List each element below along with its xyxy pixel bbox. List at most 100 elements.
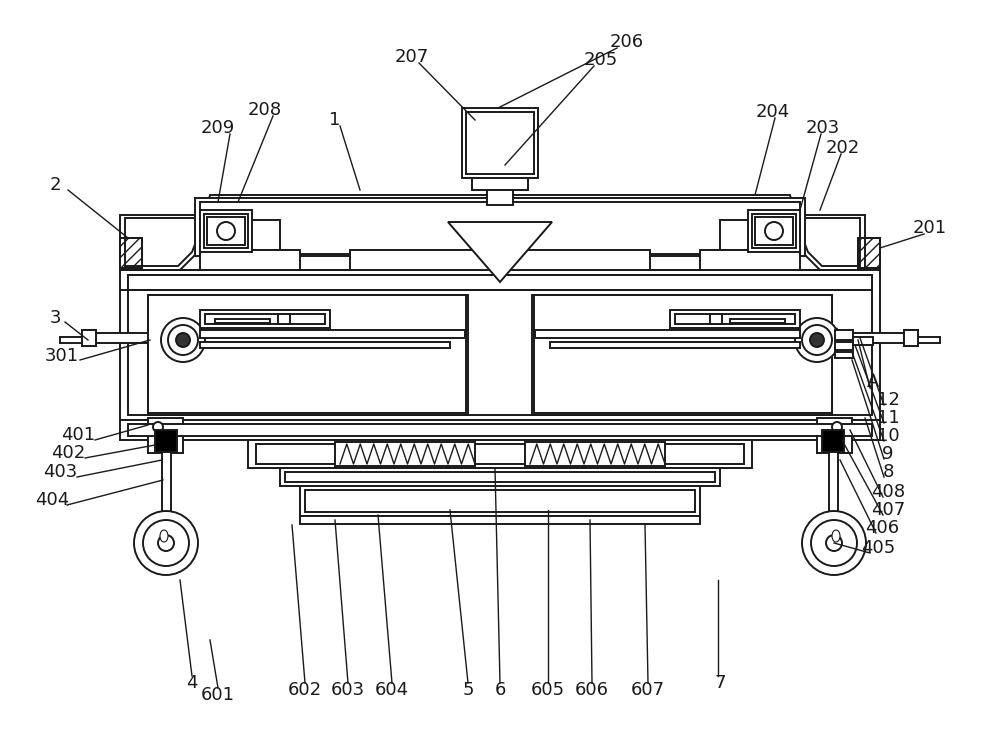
Text: 404: 404 <box>35 491 69 509</box>
Circle shape <box>802 325 832 355</box>
Bar <box>904 330 918 346</box>
Bar <box>350 250 650 270</box>
Circle shape <box>217 222 235 240</box>
Text: 402: 402 <box>51 444 85 462</box>
Bar <box>278 314 290 324</box>
Bar <box>148 295 468 415</box>
Bar <box>534 295 832 413</box>
Text: 207: 207 <box>395 48 429 66</box>
Circle shape <box>811 520 857 566</box>
Text: 202: 202 <box>826 139 860 157</box>
Bar <box>720 220 800 250</box>
Text: 6: 6 <box>494 681 506 699</box>
Bar <box>700 250 800 270</box>
Bar <box>835 342 853 350</box>
Bar <box>205 314 325 324</box>
Text: 607: 607 <box>631 681 665 699</box>
Text: 401: 401 <box>61 426 95 444</box>
Polygon shape <box>448 222 552 282</box>
Bar <box>300 486 700 516</box>
Bar <box>748 210 800 252</box>
Bar <box>215 319 270 323</box>
Bar <box>835 352 853 358</box>
Text: 12: 12 <box>877 391 899 409</box>
Bar <box>335 442 475 466</box>
Bar <box>752 214 796 248</box>
Bar <box>128 275 872 415</box>
Text: 206: 206 <box>610 33 644 51</box>
Text: 601: 601 <box>201 686 235 704</box>
Ellipse shape <box>160 530 168 542</box>
Bar <box>82 333 150 343</box>
Bar <box>822 430 844 452</box>
Bar <box>300 516 700 524</box>
Bar <box>285 472 715 482</box>
Bar <box>148 295 466 413</box>
Circle shape <box>161 318 205 362</box>
Ellipse shape <box>832 530 840 542</box>
Bar <box>710 314 722 324</box>
Bar <box>200 310 330 328</box>
Bar <box>829 452 838 520</box>
Bar <box>120 270 880 420</box>
Text: 205: 205 <box>584 51 618 69</box>
Text: 204: 204 <box>756 103 790 121</box>
Bar <box>60 337 88 343</box>
Bar <box>532 295 832 415</box>
Text: 604: 604 <box>375 681 409 699</box>
Bar <box>200 342 450 348</box>
Bar <box>858 238 880 268</box>
Text: 201: 201 <box>913 219 947 237</box>
Text: 403: 403 <box>43 463 77 481</box>
Bar <box>462 108 538 178</box>
Circle shape <box>134 511 198 575</box>
Text: 7: 7 <box>714 674 726 692</box>
Bar <box>200 210 252 252</box>
Bar <box>207 217 245 245</box>
Bar <box>675 314 795 324</box>
Text: 405: 405 <box>861 539 895 557</box>
Text: 1: 1 <box>329 111 341 129</box>
Text: 301: 301 <box>45 347 79 365</box>
Circle shape <box>168 325 198 355</box>
Bar <box>120 420 880 440</box>
Bar <box>730 319 785 323</box>
Bar <box>204 214 248 248</box>
Bar <box>550 342 800 348</box>
Text: 11: 11 <box>877 409 899 427</box>
Bar <box>82 330 96 346</box>
Bar <box>155 430 177 452</box>
Text: 5: 5 <box>462 681 474 699</box>
Circle shape <box>832 422 842 432</box>
Bar <box>817 418 852 453</box>
Circle shape <box>158 535 174 551</box>
Bar <box>535 330 800 338</box>
Text: 603: 603 <box>331 681 365 699</box>
Bar <box>472 178 528 190</box>
Text: 407: 407 <box>871 501 905 519</box>
Bar <box>200 330 465 338</box>
Bar <box>195 198 805 256</box>
Circle shape <box>795 318 839 362</box>
Bar <box>120 238 142 268</box>
Bar <box>128 424 872 436</box>
Text: 406: 406 <box>865 519 899 537</box>
Bar <box>525 442 665 466</box>
Text: 4: 4 <box>186 674 198 692</box>
Bar <box>853 337 873 345</box>
Circle shape <box>802 511 866 575</box>
Text: 606: 606 <box>575 681 609 699</box>
Circle shape <box>153 422 163 432</box>
Bar <box>858 238 880 268</box>
Bar <box>200 220 280 250</box>
Bar <box>162 452 171 520</box>
Bar <box>755 217 793 245</box>
Bar <box>835 330 853 340</box>
Text: 605: 605 <box>531 681 565 699</box>
Bar <box>148 418 183 453</box>
Circle shape <box>143 520 189 566</box>
Bar <box>200 202 800 254</box>
Text: A: A <box>867 373 879 391</box>
Circle shape <box>765 222 783 240</box>
Text: 3: 3 <box>49 309 61 327</box>
